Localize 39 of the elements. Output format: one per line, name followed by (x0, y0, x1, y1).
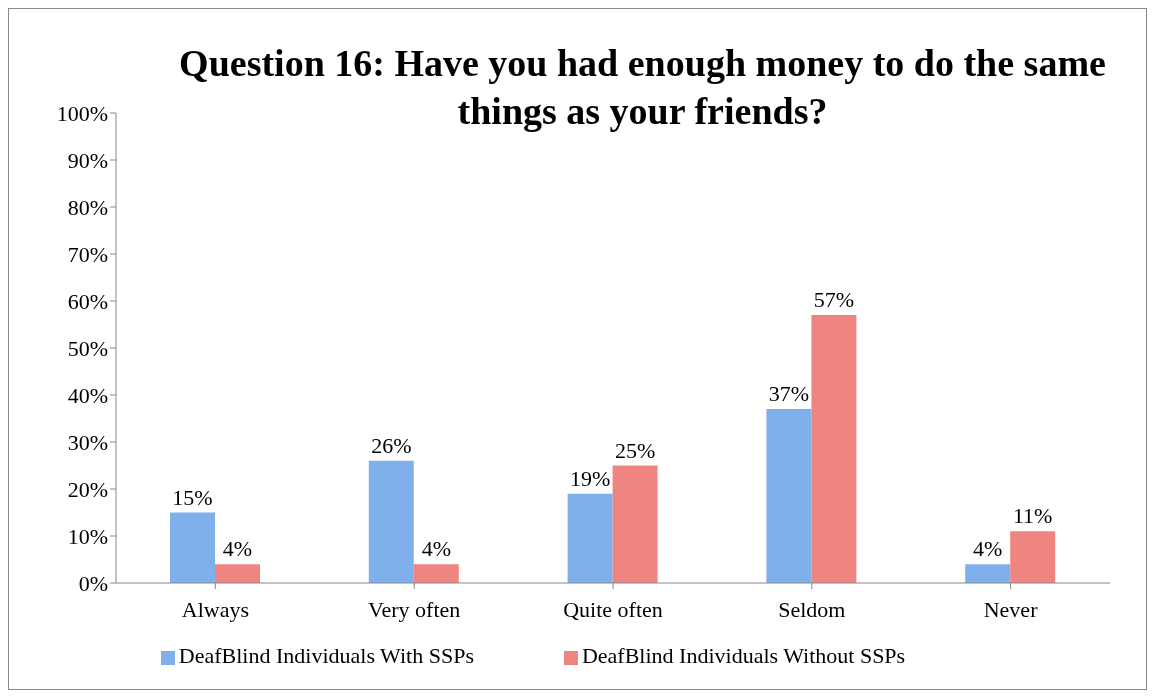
y-tick-label: 50% (67, 335, 108, 361)
y-tick-label: 100% (56, 100, 108, 126)
chart-title: Question 16: Have you had enough money to do the same things as your friends? (178, 41, 1107, 134)
data-label: 19% (569, 465, 611, 491)
data-label: 4% (222, 536, 253, 562)
data-label: 15% (172, 484, 213, 510)
bar (368, 460, 414, 583)
x-tick-label: Always (181, 596, 250, 622)
bar (811, 315, 857, 583)
data-label: 26% (371, 432, 412, 458)
y-tick-label: 10% (67, 523, 108, 549)
y-tick-label: 20% (67, 476, 108, 502)
bar (215, 564, 260, 583)
data-label: 4% (973, 536, 1003, 562)
data-label: 11% (1012, 503, 1053, 529)
y-tick-label: 40% (67, 382, 108, 408)
bar (965, 564, 1011, 583)
x-tick-label: Quite often (563, 596, 663, 622)
x-tick-label: Very often (368, 596, 461, 622)
y-tick-label: 70% (67, 241, 108, 267)
data-label: 57% (813, 287, 855, 313)
y-tick-label: 0% (78, 570, 108, 596)
bar (170, 512, 215, 583)
bar (612, 465, 658, 583)
data-label: 37% (768, 381, 810, 407)
legend-label: DeafBlind Individuals Without SSPs (581, 643, 906, 668)
x-tick-label: Seldom (778, 596, 846, 622)
y-tick-label: 80% (67, 194, 108, 220)
bar (1010, 531, 1056, 583)
bar (766, 409, 812, 583)
data-label: 4% (421, 536, 451, 562)
x-tick-label: Never (983, 596, 1039, 622)
data-label: 25% (614, 437, 656, 463)
bar (567, 493, 613, 583)
y-tick-label: 60% (67, 288, 108, 314)
legend-label: DeafBlind Individuals With SSPs (178, 643, 474, 668)
bar (413, 564, 459, 583)
y-tick-label: 90% (67, 147, 108, 173)
y-tick-label: 30% (67, 429, 108, 455)
